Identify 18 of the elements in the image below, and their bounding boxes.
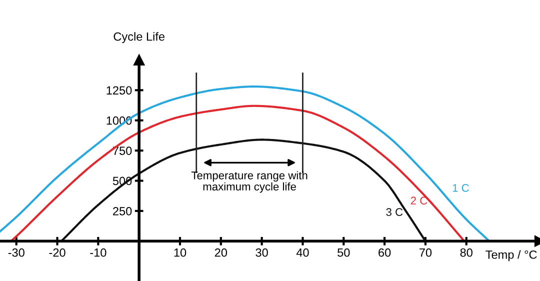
y-tick-label: 1250 [106, 86, 132, 95]
x-tick-label: 40 [296, 248, 309, 257]
x-tick-label: 50 [338, 248, 350, 257]
series-label: 3 C [386, 208, 403, 216]
annotation: Temperature range with maximum cycle life [191, 171, 308, 193]
x-tick-label: -30 [8, 248, 24, 257]
x-tick-label: 30 [256, 248, 268, 257]
x-tick-label: -20 [49, 248, 66, 257]
x-tick-label: -10 [90, 248, 106, 257]
x-tick-label: 70 [419, 248, 432, 257]
x-tick-label: 20 [214, 248, 228, 257]
y-axis-title: Cycle Life [114, 32, 164, 44]
x-tick-label: 80 [460, 248, 472, 257]
x-tick-label: 60 [378, 248, 391, 257]
x-axis-title: Temp / °C [486, 250, 537, 262]
y-tick-label: 250 [113, 206, 132, 216]
x-tick-label: 10 [174, 248, 186, 257]
series-label: 1 C [452, 184, 469, 192]
